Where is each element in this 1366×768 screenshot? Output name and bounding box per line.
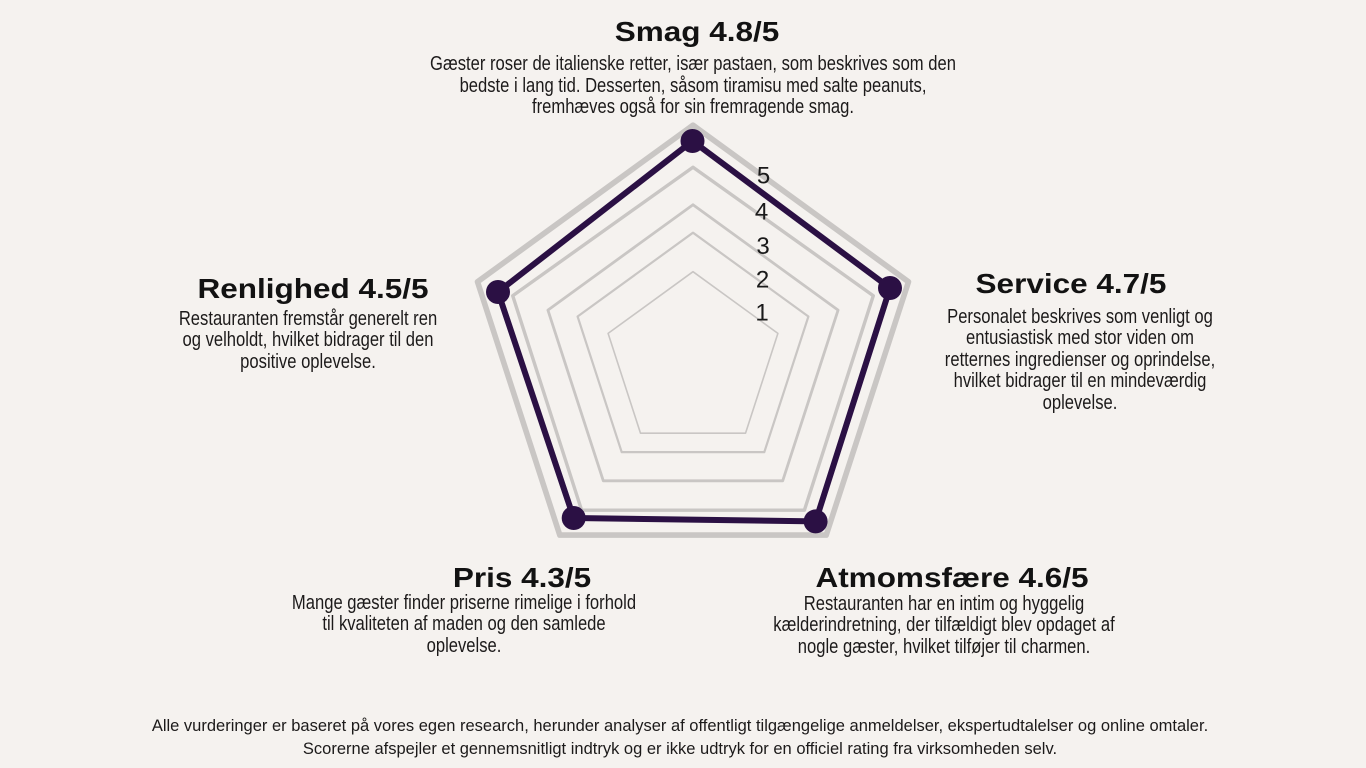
svg-text:5: 5 [757,162,770,189]
svg-text:4: 4 [755,199,768,226]
svg-text:2: 2 [756,267,769,294]
svg-text:1: 1 [755,299,768,326]
svg-text:3: 3 [756,233,769,260]
